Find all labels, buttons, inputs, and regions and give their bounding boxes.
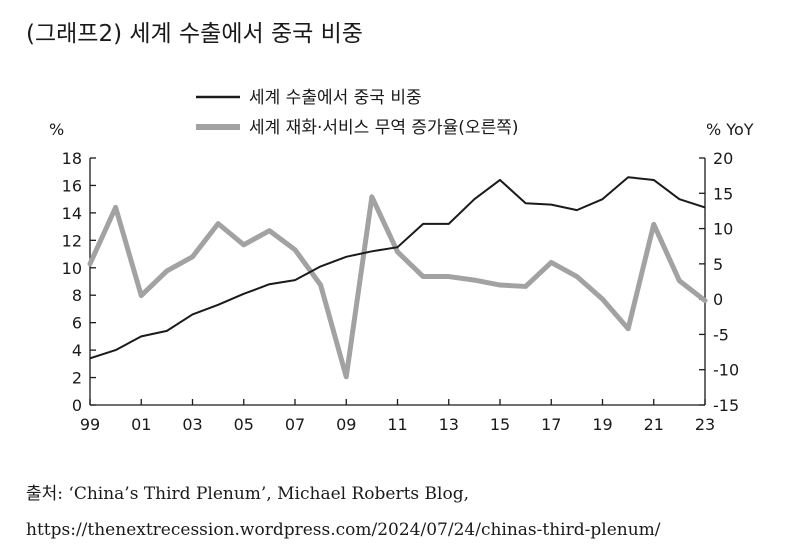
trade-growth-point (602, 298, 603, 300)
trade-growth-point (345, 376, 347, 378)
trade-growth-point (89, 263, 91, 265)
trade-growth-point (371, 196, 373, 198)
x-tick-label: 01 (131, 415, 151, 434)
trade-growth-point (704, 300, 706, 302)
china-share-point (448, 223, 450, 225)
china-share-point (140, 335, 142, 337)
china-share-point (115, 349, 117, 351)
left-axis-ticks: 0 2 4 6 8 10 12 14 16 18 (62, 149, 96, 415)
trade-growth-point (294, 249, 296, 251)
figure-title: (그래프2) 세계 수출에서 중국 비중 (26, 21, 363, 47)
china-share-point (627, 176, 629, 178)
legend-label-share: 세계 수출에서 중국 비중 (249, 88, 422, 108)
source-note: 출처: ‘China’s Third Plenum’, Michael Robe… (26, 484, 661, 540)
left-tick-label: 10 (62, 259, 82, 278)
series-line-china-share (89, 176, 706, 360)
trade-growth-point (140, 295, 142, 297)
china-share-point (243, 293, 245, 295)
left-tick-label: 18 (62, 149, 82, 168)
china-share-point (499, 179, 501, 181)
china-share-point (422, 223, 424, 225)
left-tick-label: 12 (62, 231, 82, 250)
x-tick-label: 19 (592, 415, 612, 434)
series-line-trade-growth (87, 194, 708, 380)
x-tick-label: 09 (336, 415, 356, 434)
china-share-point (320, 265, 322, 267)
right-axis-unit: % YoY (706, 120, 754, 139)
trade-growth-point (397, 251, 398, 253)
x-tick-label: 07 (285, 415, 305, 434)
right-tick-label: 5 (713, 255, 723, 274)
left-tick-label: 6 (72, 314, 82, 333)
x-tick-label: 17 (541, 415, 561, 434)
china-share-point (192, 313, 193, 315)
china-share-point (525, 202, 527, 204)
china-share-point (473, 198, 475, 200)
legend: 세계 수출에서 중국 비중 세계 재화·서비스 무역 증가율(오른쪽) (196, 88, 518, 138)
right-tick-label: -5 (713, 325, 729, 344)
x-tick-label: 05 (234, 415, 254, 434)
series-points-china-share (89, 176, 706, 359)
china-share-point (576, 209, 578, 211)
x-tick-label: 21 (644, 415, 664, 434)
right-tick-label: 0 (713, 290, 723, 309)
trade-growth-point (499, 284, 501, 286)
right-tick-label: -10 (713, 361, 739, 380)
trade-growth-point (473, 279, 475, 281)
trade-growth-point (422, 276, 424, 278)
china-share-point (397, 246, 398, 248)
x-tick-label: 15 (490, 415, 510, 434)
right-tick-label: 20 (713, 149, 733, 168)
trade-growth-point (243, 244, 245, 246)
china-share-point (89, 357, 91, 359)
china-share-point (294, 279, 296, 281)
trade-growth-point (166, 270, 168, 272)
china-share-point (371, 250, 373, 252)
trade-growth-point (448, 276, 450, 278)
right-axis-ticks: -15 -10 -5 0 5 10 15 20 (699, 149, 739, 415)
trade-growth-point (653, 223, 655, 225)
china-share-point (217, 304, 219, 306)
china-share-point (602, 198, 603, 200)
x-tick-label: 11 (387, 415, 407, 434)
china-share-point (653, 179, 655, 181)
x-tick-label: 03 (182, 415, 202, 434)
trade-growth-point (268, 230, 270, 232)
trade-growth-point (217, 223, 219, 225)
trade-growth-point (320, 284, 322, 286)
trade-growth-point (550, 261, 552, 263)
trade-growth-point (576, 276, 578, 278)
china-share-point (345, 256, 347, 258)
left-axis-unit: % (49, 120, 64, 139)
trade-growth-point (115, 206, 117, 208)
x-tick-label: 23 (695, 415, 715, 434)
left-tick-label: 8 (72, 286, 82, 305)
trade-growth-point (192, 256, 193, 258)
series-points-trade-growth (89, 196, 706, 378)
left-tick-label: 16 (62, 176, 82, 195)
china-share-point (268, 283, 270, 285)
left-tick-label: 4 (72, 341, 82, 360)
x-axis-ticks: 99 01 03 05 07 09 11 13 15 17 19 21 23 (80, 399, 715, 434)
right-tick-label: 15 (713, 184, 733, 203)
legend-label-trade: 세계 재화·서비스 무역 증가율(오른쪽) (249, 118, 518, 138)
left-tick-label: 14 (62, 204, 82, 223)
x-tick-label: 99 (80, 415, 100, 434)
trade-growth-point (678, 280, 680, 282)
left-tick-label: 0 (72, 396, 82, 415)
right-tick-label: 10 (713, 220, 733, 239)
china-share-point (678, 198, 680, 200)
right-tick-label: -15 (713, 396, 739, 415)
chart: 세계 수출에서 중국 비중 세계 재화·서비스 무역 증가율(오른쪽) % % … (49, 88, 754, 434)
trade-growth-point (525, 285, 527, 287)
x-tick-label: 13 (439, 415, 459, 434)
left-tick-label: 2 (72, 369, 82, 388)
china-share-point (704, 206, 706, 208)
china-share-point (550, 204, 552, 206)
trade-growth-point (627, 328, 629, 330)
china-share-point (166, 330, 168, 332)
